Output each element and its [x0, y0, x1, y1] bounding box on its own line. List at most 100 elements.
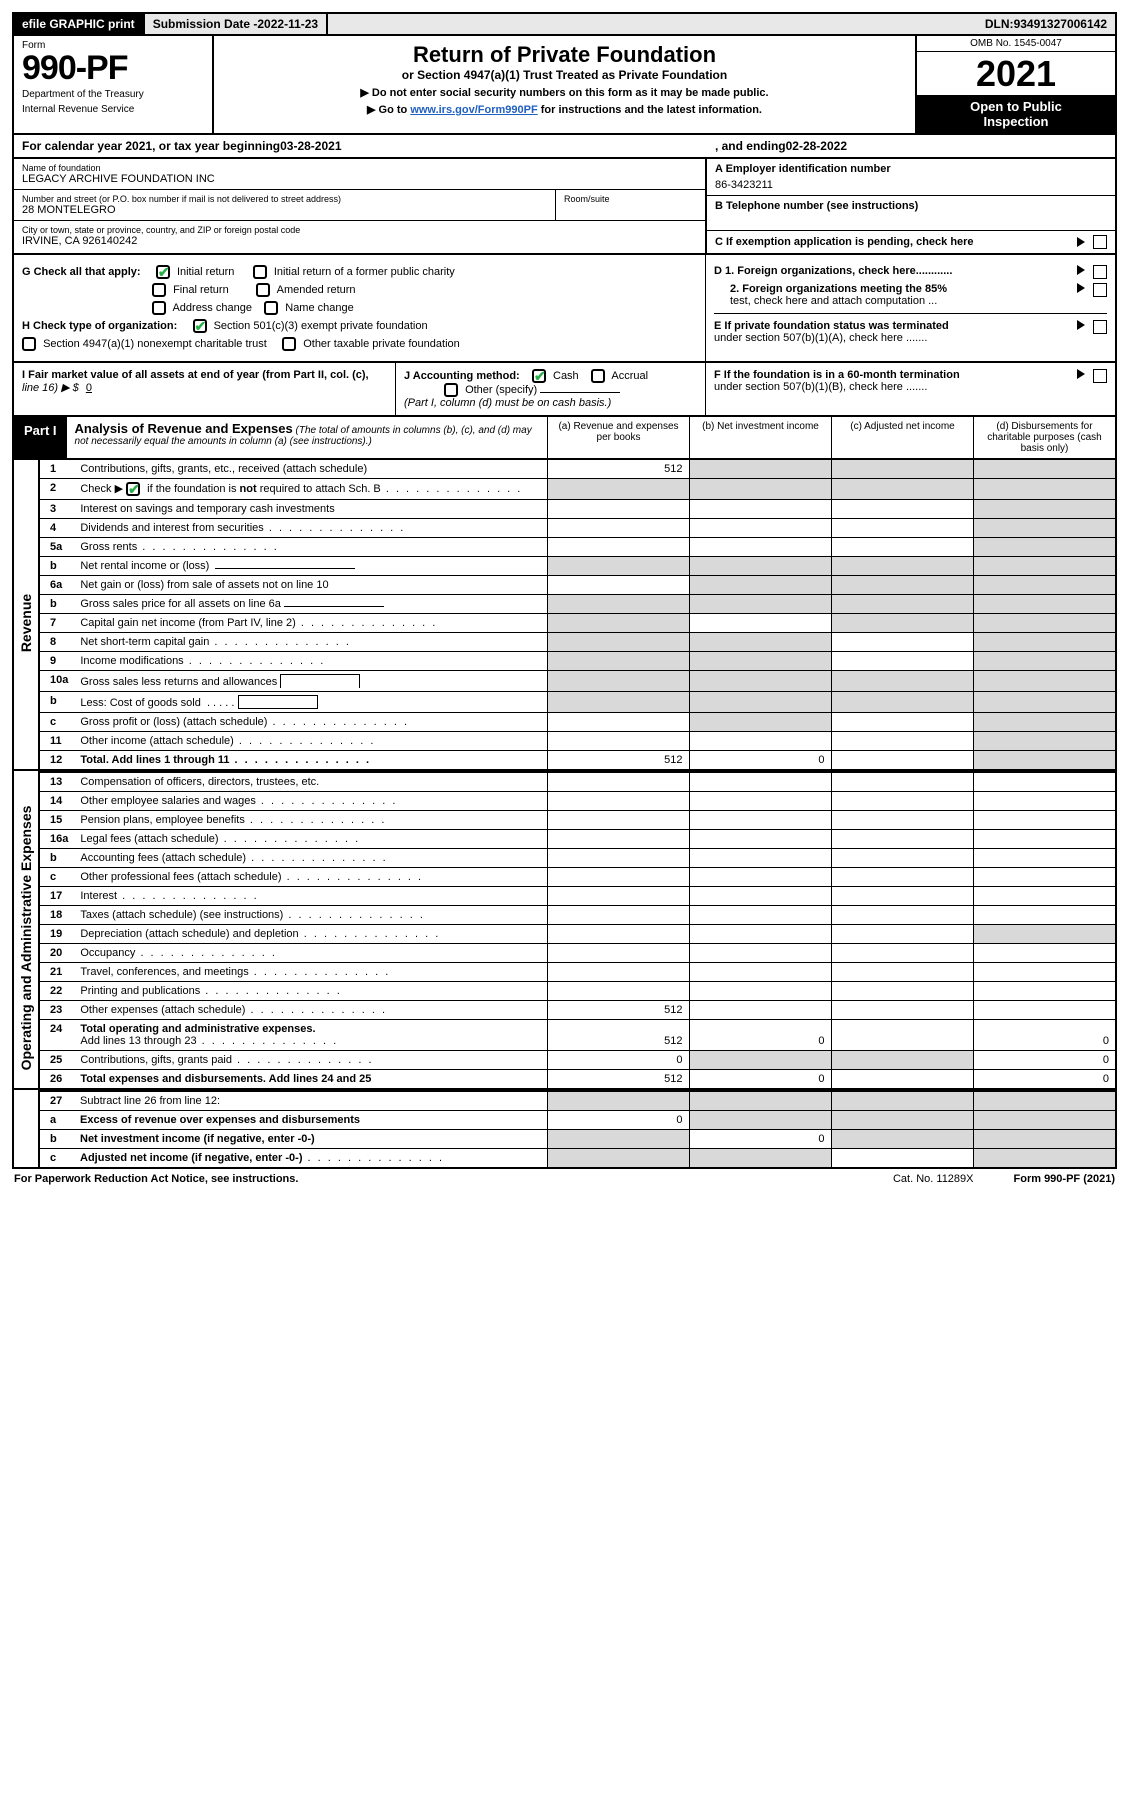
r26-desc: Total expenses and disbursements. Add li… [74, 1070, 547, 1089]
part1-label: Part I [14, 417, 67, 458]
r19-desc: Depreciation (attach schedule) and deple… [74, 925, 547, 944]
r16b-desc: Accounting fees (attach schedule) [74, 849, 547, 868]
d2-label: 2. Foreign organizations meeting the 85%… [714, 283, 1073, 307]
table-row: cGross profit or (loss) (attach schedule… [40, 713, 1115, 732]
revenue-section: Revenue 1Contributions, gifts, grants, e… [12, 460, 1117, 771]
subdate-label: Submission Date - [153, 17, 258, 31]
open1: Open to Public [919, 99, 1113, 114]
table-row: bAccounting fees (attach schedule) [40, 849, 1115, 868]
f-label: F If the foundation is in a 60-month ter… [714, 369, 1073, 393]
table-row: 3Interest on savings and temporary cash … [40, 500, 1115, 519]
e-row: E If private foundation status was termi… [714, 313, 1107, 344]
phone-label: B Telephone number (see instructions) [715, 200, 1107, 212]
ein-cell: A Employer identification number 86-3423… [707, 159, 1115, 196]
g-addr-checkbox[interactable] [152, 301, 166, 315]
f-checkbox[interactable] [1093, 369, 1107, 383]
addr-label: Number and street (or P.O. box number if… [22, 194, 547, 204]
i-line16: line 16) ▶ $ [22, 382, 79, 394]
h-other-checkbox[interactable] [282, 337, 296, 351]
table-row: cAdjusted net income (if negative, enter… [40, 1149, 1115, 1168]
r6b-desc: Gross sales price for all assets on line… [74, 595, 547, 614]
nab-right: A Employer identification number 86-3423… [705, 159, 1115, 253]
r25-desc: Contributions, gifts, grants paid [74, 1051, 547, 1070]
h-c3-checkbox[interactable] [193, 319, 207, 333]
table-row: 2Check ▶ if the foundation is not requir… [40, 479, 1115, 500]
g-row2: Final return Amended return [22, 283, 697, 297]
d2-checkbox[interactable] [1093, 283, 1107, 297]
r23-desc: Other expenses (attach schedule) [74, 1001, 547, 1020]
h-row2: Section 4947(a)(1) nonexempt charitable … [22, 337, 697, 351]
r27a-desc: Excess of revenue over expenses and disb… [74, 1111, 547, 1130]
g-amended: Amended return [277, 284, 356, 296]
table-row: 19Depreciation (attach schedule) and dep… [40, 925, 1115, 944]
j-accrual-checkbox[interactable] [591, 369, 605, 383]
table-row: 25Contributions, gifts, grants paid00 [40, 1051, 1115, 1070]
calyear-pre: For calendar year 2021, or tax year begi… [22, 139, 280, 153]
form-header: Form 990-PF Department of the Treasury I… [12, 36, 1117, 135]
r23-a: 512 [547, 1001, 689, 1020]
g-name-checkbox[interactable] [264, 301, 278, 315]
calyear-begin: 03-28-2021 [280, 139, 341, 153]
table-row: 1Contributions, gifts, grants, etc., rec… [40, 460, 1115, 479]
r10c-desc: Gross profit or (loss) (attach schedule) [74, 713, 547, 732]
table-row: 26Total expenses and disbursements. Add … [40, 1070, 1115, 1089]
r1-a: 512 [547, 460, 689, 479]
exemption-cell: C If exemption application is pending, c… [707, 231, 1115, 253]
form-number: 990-PF [22, 51, 204, 85]
g-initial-checkbox[interactable] [156, 265, 170, 279]
h-a1-checkbox[interactable] [22, 337, 36, 351]
h-row1: H Check type of organization: Section 50… [22, 319, 697, 333]
table-row: 21Travel, conferences, and meetings [40, 963, 1115, 982]
g-amended-checkbox[interactable] [256, 283, 270, 297]
r2-checkbox[interactable] [126, 482, 140, 496]
expenses-sidelabel: Operating and Administrative Expenses [14, 771, 40, 1088]
r22-desc: Printing and publications [74, 982, 547, 1001]
table-row: aExcess of revenue over expenses and dis… [40, 1111, 1115, 1130]
h-a1: Section 4947(a)(1) nonexempt charitable … [43, 338, 267, 350]
r24-d: 0 [973, 1020, 1115, 1051]
ein-value: 86-3423211 [715, 179, 1107, 191]
foundation-name-cell: Name of foundation LEGACY ARCHIVE FOUNDA… [14, 159, 705, 190]
r16c-desc: Other professional fees (attach schedule… [74, 868, 547, 887]
r27c-desc: Adjusted net income (if negative, enter … [74, 1149, 547, 1168]
r20-desc: Occupancy [74, 944, 547, 963]
table-row: 20Occupancy [40, 944, 1115, 963]
city-label: City or town, state or province, country… [22, 225, 697, 235]
phone-cell: B Telephone number (see instructions) [707, 196, 1115, 231]
d1-checkbox[interactable] [1093, 265, 1107, 279]
d2-row: 2. Foreign organizations meeting the 85%… [714, 283, 1107, 307]
r12-b: 0 [689, 751, 831, 770]
header-left: Form 990-PF Department of the Treasury I… [14, 36, 214, 133]
table-row: bGross sales price for all assets on lin… [40, 595, 1115, 614]
d1-row: D 1. Foreign organizations, check here..… [714, 265, 1107, 279]
table-row: 23Other expenses (attach schedule)512 [40, 1001, 1115, 1020]
f1: F If the foundation is in a 60-month ter… [714, 369, 960, 381]
c-checkbox[interactable] [1093, 235, 1107, 249]
e-checkbox[interactable] [1093, 320, 1107, 334]
table-row: 27Subtract line 26 from line 12: [40, 1091, 1115, 1111]
r2-desc: Check ▶ if the foundation is not require… [74, 479, 547, 500]
r1-desc: Contributions, gifts, grants, etc., rece… [74, 460, 547, 479]
irs-link[interactable]: www.irs.gov/Form990PF [410, 104, 537, 116]
h-label: H Check type of organization: [22, 320, 177, 332]
table-row: bLess: Cost of goods sold . . . . . [40, 692, 1115, 713]
top-strip: efile GRAPHIC print Submission Date - 20… [12, 12, 1117, 36]
r10a-desc: Gross sales less returns and allowances [74, 671, 547, 692]
open2: Inspection [919, 114, 1113, 129]
r24-desc: Total operating and administrative expen… [74, 1020, 547, 1051]
calyear-end: 02-28-2022 [786, 139, 847, 153]
g-label: G Check all that apply: [22, 266, 141, 278]
name-label: Name of foundation [22, 163, 697, 173]
g-initial-public-checkbox[interactable] [253, 265, 267, 279]
dln-value: 93491327006142 [1014, 17, 1107, 31]
arrow-icon [1077, 265, 1085, 275]
line27-sidelabel [14, 1090, 40, 1167]
r13-desc: Compensation of officers, directors, tru… [74, 772, 547, 792]
j-cash-checkbox[interactable] [532, 369, 546, 383]
table-row: 18Taxes (attach schedule) (see instructi… [40, 906, 1115, 925]
j-other-checkbox[interactable] [444, 383, 458, 397]
expenses-text: Operating and Administrative Expenses [18, 805, 34, 1070]
table-row: 10aGross sales less returns and allowanc… [40, 671, 1115, 692]
open-to-public: Open to Public Inspection [917, 95, 1115, 133]
g-final-checkbox[interactable] [152, 283, 166, 297]
